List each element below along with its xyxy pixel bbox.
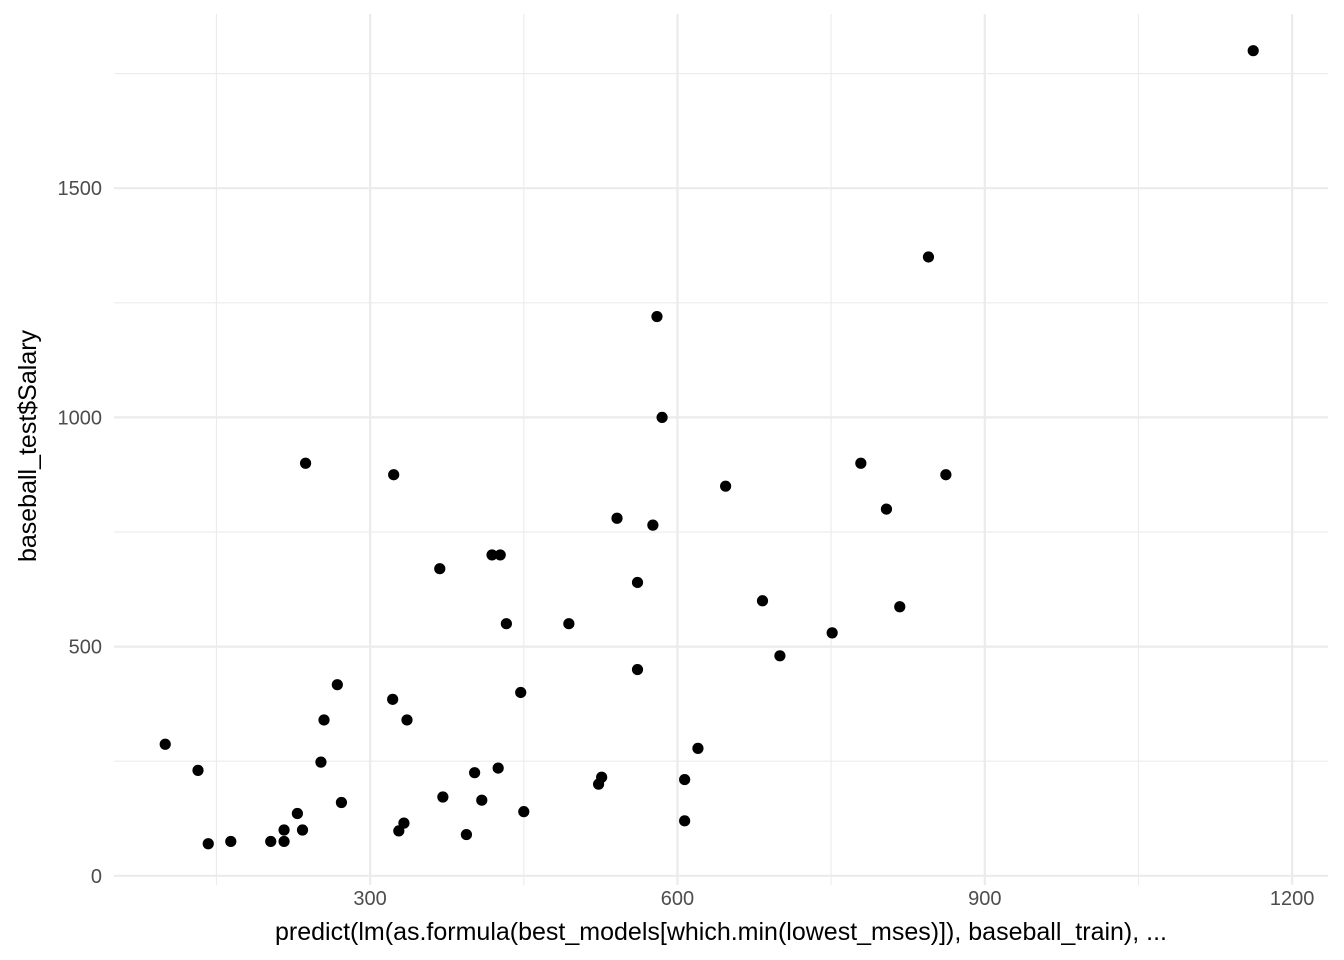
data-point	[720, 480, 732, 492]
data-point	[631, 576, 644, 589]
data-point	[460, 828, 473, 841]
data-point	[486, 549, 498, 561]
data-point	[225, 835, 237, 848]
data-point	[756, 595, 769, 607]
x-tick-label: 600	[661, 888, 694, 910]
data-point	[692, 742, 704, 754]
data-point	[299, 457, 312, 469]
data-point	[880, 503, 893, 515]
data-point	[679, 815, 691, 827]
data-point	[611, 512, 623, 524]
data-points	[159, 45, 1259, 850]
data-point	[296, 824, 309, 836]
data-point	[940, 469, 952, 481]
x-tick-label: 300	[353, 888, 386, 910]
data-point	[398, 817, 410, 829]
data-point	[922, 251, 935, 263]
data-point	[437, 791, 449, 803]
data-point	[434, 563, 446, 575]
minor-gridlines	[114, 14, 1328, 885]
data-point	[1247, 45, 1259, 57]
data-point	[278, 835, 290, 848]
data-point	[291, 807, 303, 820]
data-point	[318, 714, 330, 726]
y-axis-title: baseball_test$Salary	[14, 329, 42, 562]
x-axis-title: predict(lm(as.formula(best_models[which.…	[275, 918, 1167, 946]
data-point	[388, 469, 400, 481]
data-point	[774, 650, 786, 662]
data-point	[492, 762, 504, 774]
data-point	[651, 310, 663, 323]
data-point	[494, 549, 506, 561]
data-point	[278, 824, 290, 836]
y-tick-labels: 0 500 1000 1500	[58, 178, 103, 888]
y-tick-label: 500	[69, 637, 102, 659]
x-tick-label: 900	[968, 888, 1001, 910]
data-point	[331, 679, 343, 691]
y-tick-label: 1000	[58, 407, 103, 429]
data-point	[469, 767, 481, 779]
data-point	[679, 773, 691, 786]
data-point	[387, 693, 399, 705]
data-point	[315, 756, 327, 768]
data-point	[515, 686, 527, 699]
x-tick-label: 1200	[1270, 888, 1315, 910]
y-tick-label: 1500	[58, 178, 103, 200]
data-point	[631, 663, 644, 676]
data-point	[401, 714, 413, 726]
data-point	[265, 835, 277, 848]
data-point	[500, 618, 512, 630]
data-point	[159, 738, 171, 750]
major-gridlines	[114, 14, 1328, 885]
data-point	[335, 796, 348, 809]
y-tick-label: 0	[91, 866, 102, 888]
data-point	[192, 764, 204, 776]
data-point	[826, 627, 838, 639]
data-point	[647, 519, 659, 531]
data-point	[894, 601, 906, 613]
data-point	[202, 838, 214, 850]
data-point	[596, 771, 608, 783]
x-tick-labels: 300 600 900 1200	[353, 888, 1314, 910]
data-point	[855, 457, 867, 469]
data-point	[563, 618, 575, 630]
data-point	[476, 794, 488, 806]
data-point	[518, 806, 530, 818]
data-point	[656, 411, 668, 424]
